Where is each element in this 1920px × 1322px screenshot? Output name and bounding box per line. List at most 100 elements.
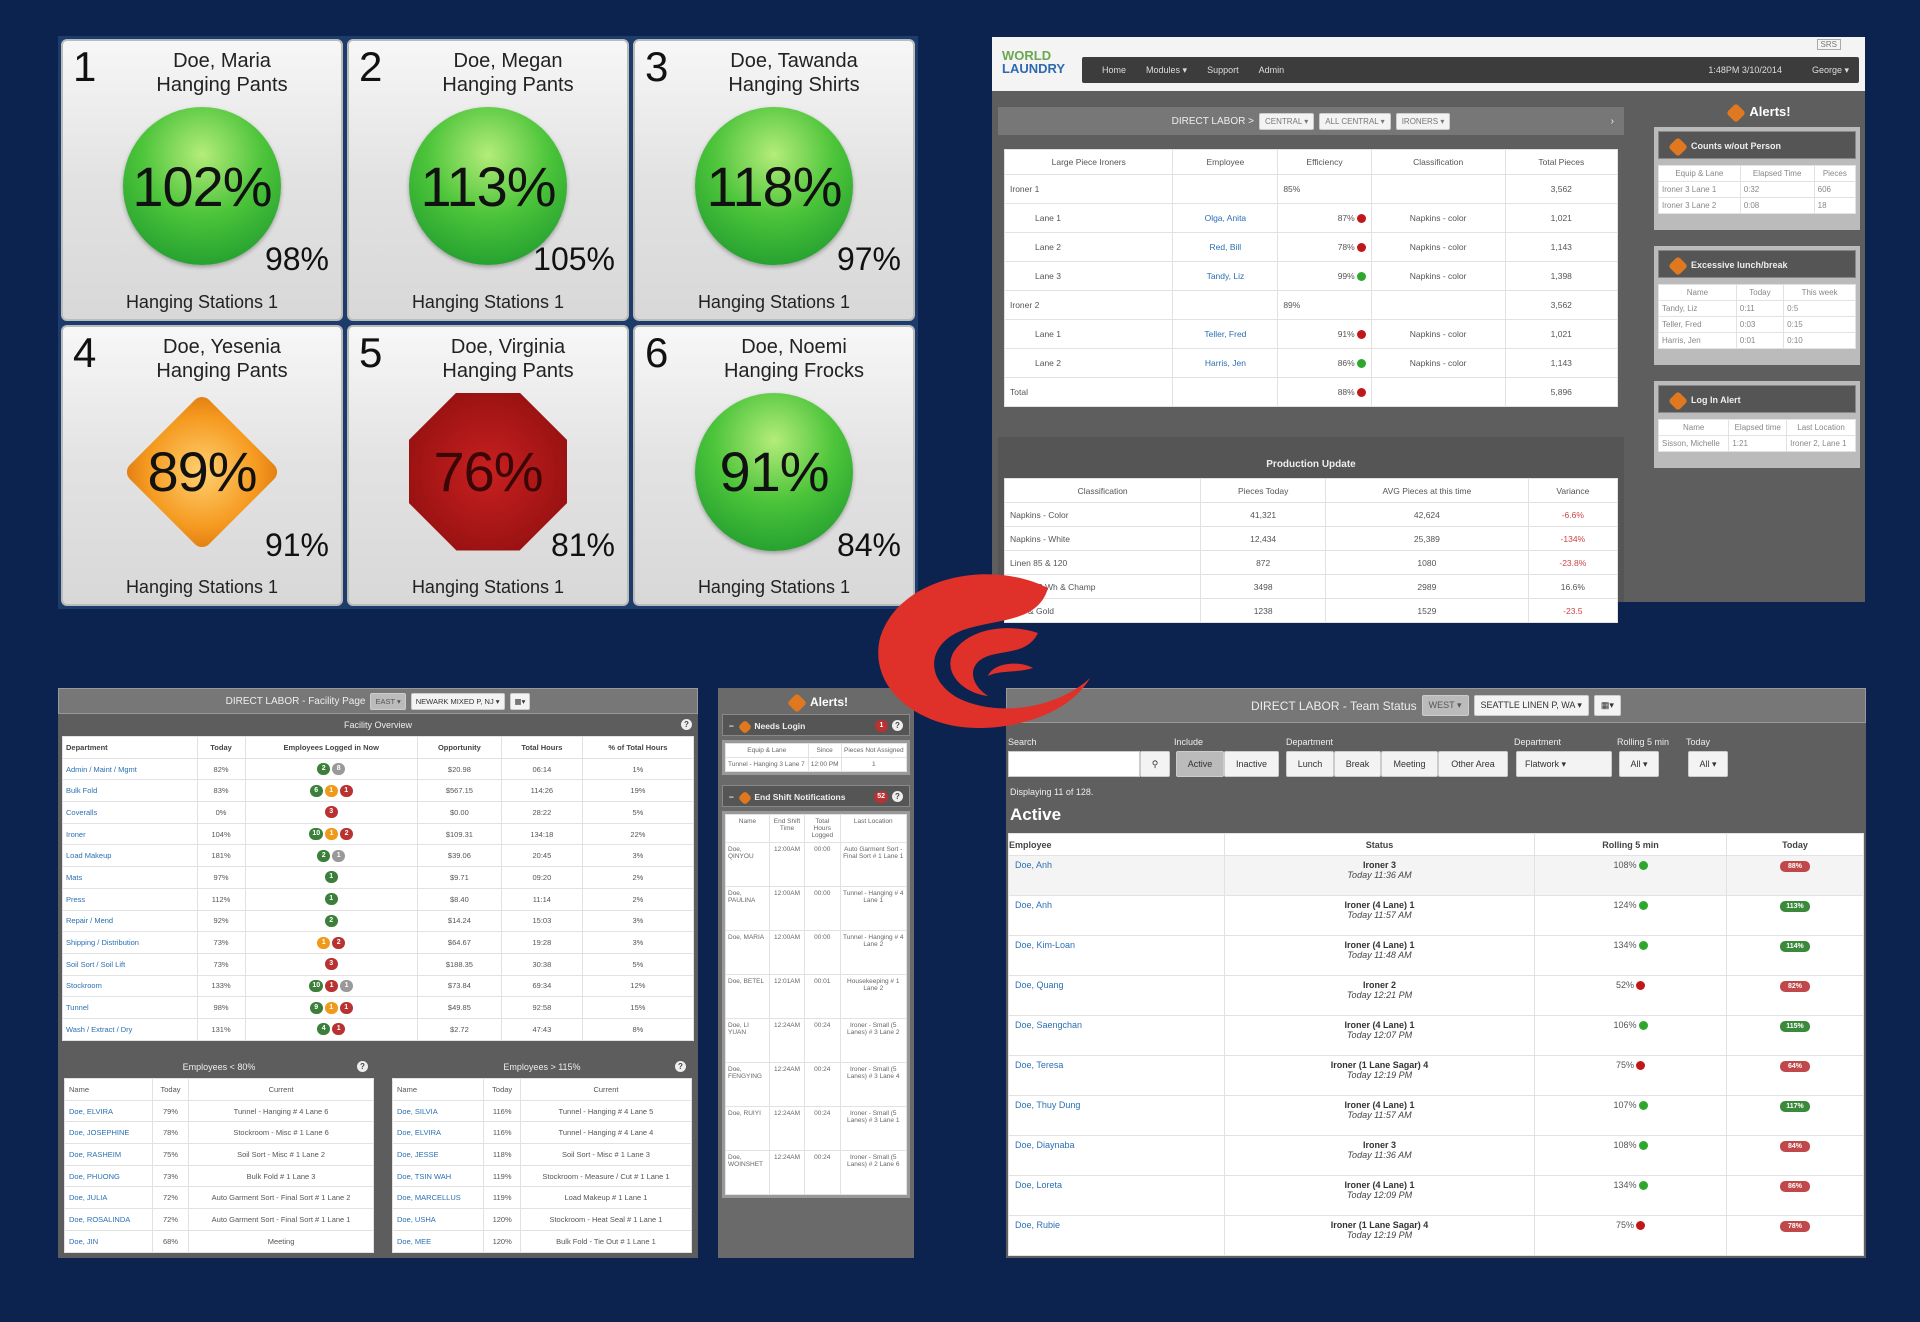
table-row[interactable]: Lane 1 Olga, Anita 87% Napkins - color 1,021 (1003, 203, 1619, 233)
table-row[interactable]: Doe, RASHEIM 75% Soil Sort - Misc # 1 Lane… (64, 1143, 374, 1166)
table-row[interactable]: Doe, Loreta Ironer (4 Lane) 1 Today 12:09 … (1008, 1175, 1864, 1216)
table-row[interactable]: Doe, PHUONG 73% Bulk Fold # 1 Lane 3 (64, 1164, 374, 1188)
table-row[interactable]: Doe, ROSALINDA 72% Auto Garment Sort - Fin… (64, 1208, 374, 1231)
site-dropdown[interactable]: ALL CENTRAL ▾ (1319, 112, 1391, 130)
help-icon[interactable]: ? (357, 1061, 368, 1072)
row-name[interactable]: Doe, ELVIRA (391, 1121, 485, 1145)
table-row[interactable]: Doe, Rubie Ironer (1 Lane Sagar) 4 Today 1… (1008, 1215, 1864, 1256)
column-header[interactable]: Efficiency (1277, 149, 1372, 175)
employee-count-badge[interactable]: 2 (324, 914, 338, 927)
column-header[interactable]: Since (807, 743, 842, 758)
break-button[interactable]: Break (1334, 751, 1381, 777)
column-header[interactable]: Status (1224, 833, 1535, 856)
employee-link[interactable]: Red, Bill (1172, 232, 1279, 262)
department-link[interactable]: Repair / Mend (62, 909, 198, 933)
column-header[interactable]: Pieces Not Assigned (840, 743, 908, 758)
column-header[interactable]: Department (62, 736, 198, 759)
row-name[interactable]: Doe, JESSE (391, 1143, 485, 1166)
table-row[interactable]: Doe, Teresa Ironer (1 Lane Sagar) 4 Today … (1008, 1055, 1864, 1096)
row-name[interactable]: Doe, PHUONG (64, 1164, 153, 1188)
employee-count-badge[interactable]: 1 (324, 871, 338, 884)
table-row[interactable]: Shipping / Distribution 73% 1 2 $64.67 19:28 3… (62, 931, 695, 954)
table-row[interactable]: Stockroom 133% 10 1 1 $73.84 69:34 12% (62, 974, 695, 998)
column-header[interactable]: Today (196, 736, 246, 759)
table-row[interactable]: Ironer 1 85% 3,562 (1003, 174, 1619, 204)
help-icon[interactable]: ? (892, 791, 903, 802)
employee-link[interactable]: Doe, Rubie (1015, 1220, 1061, 1230)
employee-count-badge[interactable]: 6 (309, 784, 323, 797)
row-name[interactable]: Doe, QINYOU (725, 842, 770, 887)
employee-count-badge[interactable]: 3 (324, 958, 338, 971)
table-row[interactable]: Admin / Maint / Mgmt 82% 2 8 $20.98 06:14 1% (62, 757, 695, 781)
employee-count-badge[interactable]: 1 (325, 828, 339, 841)
row-name[interactable]: Doe, MARIA (725, 930, 770, 975)
srs-button[interactable]: SRS (1816, 39, 1841, 50)
alert-header[interactable]: Log In Alert (1658, 385, 1856, 413)
table-row[interactable]: Repair / Mend 92% 2 $14.24 15:03 3% (62, 909, 695, 933)
column-header[interactable]: AVG Pieces at this time (1325, 478, 1529, 503)
department-link[interactable]: Press (62, 887, 198, 911)
column-header[interactable]: Name (725, 814, 770, 843)
table-row[interactable]: Doe, MARCELLUS 119% Load Makeup # 1 Lane 1 (391, 1186, 693, 1210)
department-link[interactable]: Mats (62, 866, 198, 889)
row-name[interactable]: Doe, JULIA (64, 1186, 153, 1210)
column-header[interactable]: Classification (1003, 478, 1202, 503)
column-header[interactable]: Today (151, 1078, 190, 1101)
employee-link[interactable]: Doe, Loreta (1015, 1180, 1063, 1190)
table-row[interactable]: Doe, MEE 120% Bulk Fold - Tie Out # 1 Lane… (391, 1229, 693, 1253)
column-header[interactable]: Total Hours (500, 736, 583, 759)
row-name[interactable]: Doe, JIN (64, 1229, 153, 1253)
table-row[interactable]: Doe, JULIA 72% Auto Garment Sort - Final S… (64, 1186, 374, 1210)
employee-count-badge[interactable]: 2 (340, 828, 354, 841)
row-name[interactable]: Doe, LI YUAN (725, 1018, 770, 1063)
include-active-button[interactable]: Active (1176, 751, 1224, 777)
table-row[interactable]: Total 88% 5,896 (1003, 377, 1619, 407)
column-header[interactable]: Pieces Today (1200, 478, 1327, 503)
employee-link[interactable]: Doe, Saengchan (1015, 1020, 1083, 1030)
row-name[interactable]: Doe, ELVIRA (64, 1099, 153, 1123)
search-icon[interactable]: ⚲ (1140, 751, 1170, 777)
table-row[interactable]: Doe, Anh Ironer 3 Today 11:36 AM 108% 88% (1008, 855, 1864, 896)
table-row[interactable]: Doe, SILVIA 116% Tunnel - Hanging # 4 Lane… (391, 1099, 693, 1123)
workstation-tile[interactable]: 5 Doe, Virginia Hanging Pants 76% 81% Hanging… (347, 324, 629, 606)
table-row[interactable]: Doe, Saengchan Ironer (4 Lane) 1 Today 12:… (1008, 1015, 1864, 1056)
column-header[interactable]: Today (483, 1078, 521, 1101)
employee-count-badge[interactable]: 8 (332, 763, 346, 776)
row-name[interactable]: Doe, BETEL (725, 974, 770, 1019)
employee-link[interactable]: Doe, Kim-Loan (1015, 940, 1076, 950)
column-header[interactable]: End Shift Time (768, 814, 806, 843)
column-header[interactable]: Employee (1172, 149, 1279, 175)
table-row[interactable]: Tunnel 98% 9 1 1 $49.85 92:58 15% (62, 996, 695, 1019)
employee-count-badge[interactable]: 10 (309, 828, 324, 841)
employee-link[interactable] (1172, 174, 1279, 204)
table-row[interactable]: Doe, RUIYI 12:24AM 00:24 Ironer - Small (5 … (725, 1106, 908, 1151)
region-dropdown[interactable]: EAST ▾ (370, 692, 406, 710)
employee-link[interactable]: Doe, Anh (1015, 860, 1053, 870)
table-row[interactable]: Doe, BETEL 12:01AM 00:01 Housekeeping # 1 L… (725, 974, 908, 1019)
row-name[interactable]: Doe, SILVIA (391, 1099, 485, 1123)
column-header[interactable]: Last Location (839, 814, 908, 843)
employee-link[interactable]: Tandy, Liz (1172, 261, 1279, 291)
rolling-select[interactable]: All ▾ (1619, 751, 1659, 777)
table-row[interactable]: Doe, JOSEPHINE 78% Stockroom - Misc # 1 La… (64, 1121, 374, 1145)
table-row[interactable]: Doe, MARIA 12:00AM 00:00 Tunnel - Hanging #… (725, 930, 908, 975)
department-link[interactable]: Stockroom (62, 974, 198, 998)
row-name[interactable]: Doe, USHA (391, 1208, 485, 1231)
row-name[interactable]: Doe, ROSALINDA (64, 1208, 153, 1231)
employee-count-badge[interactable]: 10 (309, 979, 324, 992)
column-header[interactable]: Employees Logged in Now (244, 736, 418, 759)
breadcrumb-direct-labor[interactable]: DIRECT LABOR > (1171, 115, 1254, 127)
meeting-button[interactable]: Meeting (1381, 751, 1438, 777)
end-shift-header[interactable]: − End Shift Notifications 52? (722, 785, 910, 807)
employee-link[interactable] (1172, 290, 1279, 320)
employee-link[interactable]: Doe, Quang (1015, 980, 1064, 990)
employee-link[interactable]: Doe, Teresa (1015, 1060, 1064, 1070)
table-row[interactable]: Ironer 2 89% 3,562 (1003, 290, 1619, 320)
employee-link[interactable]: Doe, Anh (1015, 900, 1053, 910)
column-header[interactable]: Variance (1527, 478, 1619, 503)
help-icon[interactable]: ? (892, 720, 903, 731)
region-dropdown[interactable]: CENTRAL ▾ (1258, 112, 1315, 130)
table-row[interactable]: Coveralls 0% 3 $0.00 28:22 5% (62, 801, 695, 824)
table-row[interactable]: Tunnel - Hanging 3 Lane 7 12:00 PM 1 (725, 757, 908, 772)
employee-count-badge[interactable]: 2 (332, 936, 346, 949)
